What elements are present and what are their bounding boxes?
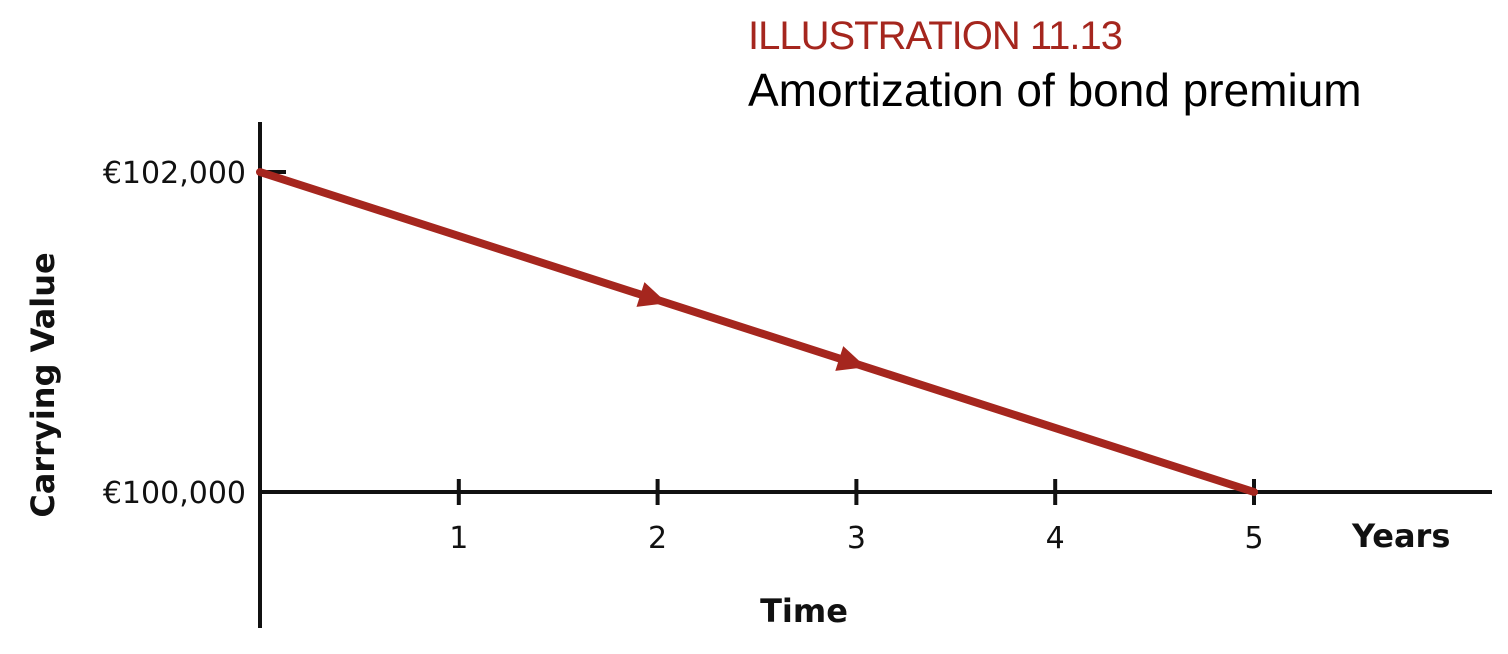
x-tick-label: 2 bbox=[648, 521, 667, 556]
x-axis-title: Time bbox=[760, 592, 848, 630]
x-tick-label: 5 bbox=[1244, 521, 1263, 556]
chart-axes bbox=[258, 122, 1492, 628]
chart-title: Amortization of bond premium bbox=[748, 64, 1362, 116]
chart-ticks: 1 2 3 4 5 €100,000 €102,000 bbox=[103, 156, 1264, 556]
y-tick-label: €100,000 bbox=[103, 476, 246, 511]
x-tick-label: 1 bbox=[449, 521, 468, 556]
y-tick-label: €102,000 bbox=[103, 156, 246, 191]
x-tick-label: 3 bbox=[847, 521, 866, 556]
series-line bbox=[256, 168, 1258, 496]
x-unit-label: Years bbox=[1351, 517, 1450, 555]
direction-arrow bbox=[835, 346, 866, 371]
illustration-label: ILLUSTRATION 11.13 bbox=[748, 14, 1123, 58]
y-axis-title: Carrying Value bbox=[24, 252, 62, 517]
chart-series bbox=[256, 168, 1258, 496]
direction-arrow bbox=[636, 282, 668, 307]
x-tick-label: 4 bbox=[1046, 521, 1065, 556]
